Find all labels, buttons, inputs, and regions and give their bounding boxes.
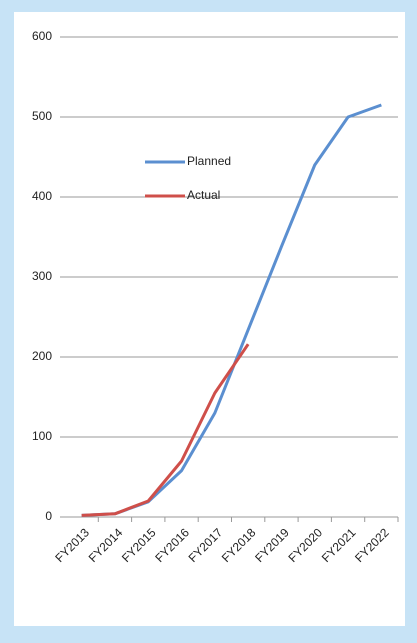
y-tick-label: 400 — [32, 189, 52, 203]
legend-label: Planned — [187, 154, 231, 168]
plot-background — [14, 12, 405, 626]
y-tick-label: 600 — [32, 29, 52, 43]
y-tick-label: 0 — [45, 509, 52, 523]
legend-label: Actual — [187, 188, 220, 202]
y-tick-label: 500 — [32, 109, 52, 123]
series-line — [81, 343, 250, 517]
y-tick-label: 200 — [32, 349, 52, 363]
y-tick-label: 100 — [32, 429, 52, 443]
y-tick-label: 300 — [32, 269, 52, 283]
